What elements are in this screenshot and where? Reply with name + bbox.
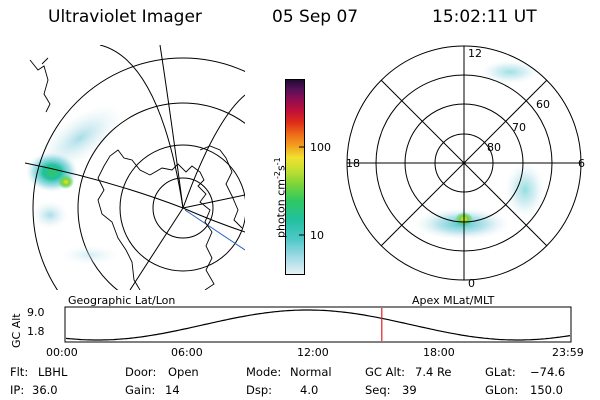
door-label: Door: — [125, 365, 157, 379]
seq-label: Seq: — [365, 383, 391, 397]
lon-line-7 — [182, 194, 245, 209]
apex-label: Apex MLat/MLT — [412, 294, 495, 307]
mlt-label-18: 18 — [346, 157, 360, 170]
lat-circle-2 — [119, 144, 245, 272]
gcalt-value: 7.4 Re — [415, 365, 452, 379]
altitude-xtick-0000: 00:00 — [46, 346, 78, 359]
lon-line-5 — [182, 94, 245, 209]
geographic-label: Geographic Lat/Lon — [68, 294, 176, 307]
glat-label: GLat: — [485, 365, 516, 379]
mlt-label-0: 0 — [468, 277, 475, 290]
altitude-xtick-1200: 12:00 — [297, 346, 329, 359]
gain-value: 14 — [165, 383, 180, 397]
lat-circle-4 — [32, 57, 245, 290]
altitude-plot — [64, 306, 572, 343]
colorbar-tick-label-100: 100 — [310, 141, 331, 154]
altitude-curve — [65, 309, 571, 341]
lat-circle-1 — [152, 177, 214, 239]
altitude-ytick-low: 1.8 — [27, 325, 45, 338]
lon-line-6 — [129, 207, 184, 290]
altitude-xtick-0600: 06:00 — [171, 346, 203, 359]
mlt-label-6: 6 — [578, 157, 585, 170]
aurora-faint-bottom — [60, 245, 120, 265]
magnetic-polar-plot — [346, 45, 582, 281]
aurora-hotspot-left — [58, 175, 74, 189]
glat-value: −74.6 — [530, 365, 566, 379]
altitude-xtick-1800: 18:00 — [423, 346, 455, 359]
altitude-ytick-high: 9.0 — [27, 306, 45, 319]
colorbar — [285, 79, 305, 275]
lat-circle-3 — [77, 102, 245, 290]
flt-label: Flt: — [10, 365, 29, 379]
dsp-label: Dsp: — [246, 383, 273, 397]
lon-line-2 — [182, 207, 245, 233]
gain-label: Gain: — [125, 383, 156, 397]
lon-line-3 — [99, 45, 184, 209]
altitude-xtick-2359: 23:59 — [552, 346, 584, 359]
door-value: Open — [168, 365, 199, 379]
coastline-australia — [199, 145, 243, 229]
terminator-line — [184, 209, 245, 251]
lon-line-4 — [159, 45, 184, 209]
date-label: 05 Sep 07 — [272, 7, 359, 27]
instrument-title: Ultraviolet Imager — [48, 7, 202, 27]
altitude-plot-frame — [64, 306, 572, 343]
glon-value: 150.0 — [530, 383, 563, 397]
mode-value: Normal — [290, 365, 332, 379]
mlt-line-diag-2 — [380, 79, 548, 247]
mlat-label-60: 60 — [536, 98, 550, 111]
aurora-right-arc — [505, 162, 545, 218]
colorbar-tick-label-10: 10 — [310, 229, 324, 242]
gcalt-label: GC Alt: — [365, 365, 406, 379]
colorbar-fill — [285, 79, 305, 275]
glon-label: GLon: — [485, 383, 519, 397]
colorbar-scale — [285, 79, 305, 275]
altitude-ylabel: GC Alt — [10, 313, 23, 348]
coastline-antarctica — [97, 149, 215, 290]
aurora-faint-left — [32, 201, 68, 229]
flt-value: LBHL — [38, 365, 68, 379]
mlat-label-70: 70 — [512, 121, 526, 134]
seq-value: 39 — [402, 383, 417, 397]
ip-value: 36.0 — [32, 383, 58, 397]
time-label: 15:02:11 UT — [432, 7, 537, 27]
ip-label: IP: — [10, 383, 25, 397]
coastline-south-america — [29, 57, 51, 113]
dsp-value: 4.0 — [300, 383, 319, 397]
mlat-label-80: 80 — [487, 141, 501, 154]
aurora-top-right — [480, 60, 540, 84]
mlt-label-12: 12 — [468, 47, 482, 60]
mode-label: Mode: — [246, 365, 282, 379]
geographic-map — [25, 45, 245, 290]
colorbar-unit-label: photon cm-2s-1 — [273, 157, 288, 238]
lon-line-1 — [25, 162, 184, 209]
